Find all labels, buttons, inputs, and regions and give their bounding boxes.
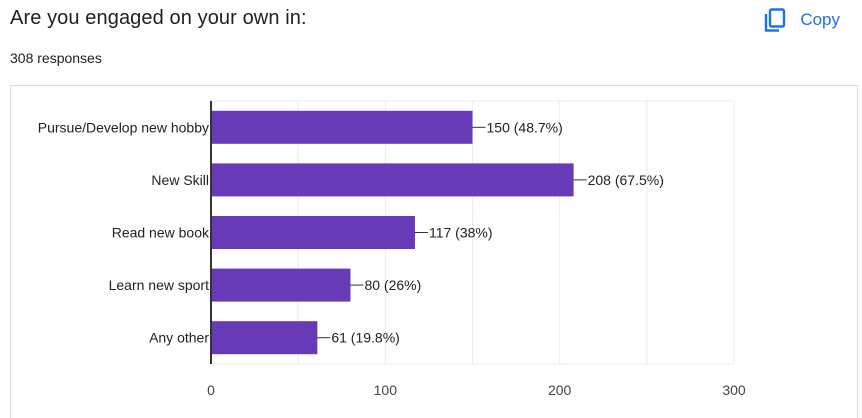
category-label: Learn new sport (109, 277, 210, 293)
copy-button[interactable]: Copy (764, 4, 840, 36)
bar (211, 110, 473, 144)
x-tick-label: 0 (207, 382, 215, 398)
data-label: 150 (48.7%) (487, 119, 563, 135)
question-title: Are you engaged on your own in: (10, 7, 307, 29)
x-tick-label: 200 (548, 382, 572, 398)
data-label: 80 (26%) (364, 277, 421, 293)
data-label: 61 (19.8%) (331, 330, 399, 346)
copy-label: Copy (800, 10, 840, 29)
bar (211, 321, 318, 355)
bar (211, 268, 351, 302)
copy-icon (765, 8, 786, 32)
x-tick-label: 100 (374, 382, 398, 398)
bar (211, 163, 574, 197)
category-label: Read new book (112, 225, 210, 241)
category-label: Any other (149, 330, 209, 346)
category-label: Pursue/Develop new hobby (38, 119, 209, 135)
bar (211, 216, 415, 249)
category-label: New Skill (151, 172, 209, 188)
data-label: 117 (38%) (429, 225, 493, 241)
x-tick-label: 300 (722, 382, 746, 398)
response-count: 308 responses (10, 50, 102, 66)
data-label: 208 (67.5%) (588, 172, 664, 188)
chart-frame (10, 85, 858, 418)
